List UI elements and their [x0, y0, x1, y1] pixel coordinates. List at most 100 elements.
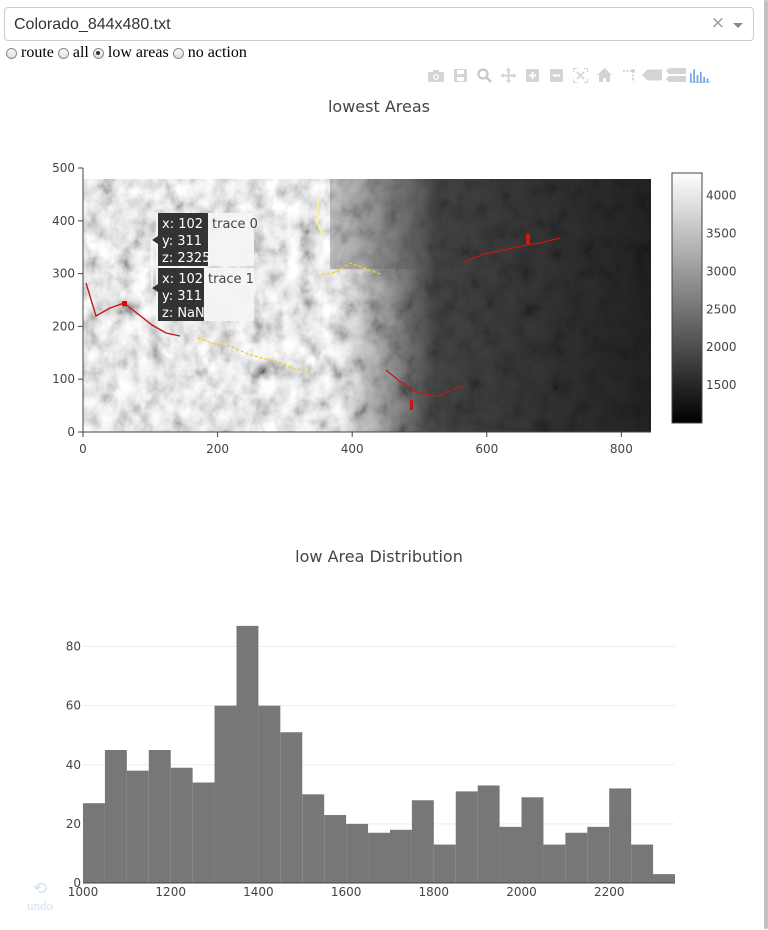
radio-all-circle[interactable]: [57, 47, 69, 59]
heatmap-y-tick-label: 300: [52, 267, 75, 281]
histogram-x-tick-label: 2000: [506, 885, 537, 899]
hover0-x: x: 102: [162, 217, 203, 232]
hover0-trace: trace 0: [212, 217, 258, 232]
clear-icon[interactable]: ×: [710, 13, 725, 33]
low-area-trace-east: [463, 237, 561, 263]
heatmap-plot[interactable]: 0 200 400 600 800 0 100 200 300 400 500 1500 2000 25…: [0, 0, 768, 470]
histogram-bar[interactable]: [389, 829, 412, 883]
histogram-bar[interactable]: [104, 750, 127, 883]
histogram-bar[interactable]: [433, 844, 456, 883]
histogram-x-tick-label: 2200: [594, 885, 625, 899]
histogram-bar[interactable]: [148, 750, 171, 883]
radio-no-action-label: no action: [187, 44, 247, 61]
low-area-trace-spike: [314, 197, 323, 237]
hover-label-trace1: x: 102 y: 311 z: NaN trace 1: [152, 268, 254, 321]
histogram-x-tick-label: 1400: [243, 885, 274, 899]
histogram-bar[interactable]: [609, 788, 632, 883]
radio-route-label: route: [21, 44, 54, 61]
radio-route[interactable]: route: [6, 44, 54, 62]
plotly-logo-icon[interactable]: [690, 66, 710, 84]
histogram-bar[interactable]: [170, 767, 193, 883]
histogram-y-tick-label: 60: [66, 699, 81, 713]
radio-no-action-circle[interactable]: [172, 47, 184, 59]
histogram-bar[interactable]: [192, 782, 215, 883]
histogram-y-tick-label: 0: [73, 876, 81, 890]
pan-icon[interactable]: [498, 66, 518, 84]
histogram-bar[interactable]: [236, 625, 259, 883]
hover1-trace: trace 1: [208, 272, 254, 287]
save-icon[interactable]: [450, 66, 470, 84]
low-area-trace-central: [197, 337, 311, 373]
histogram-plot[interactable]: 0 20 40 60 80 1000 1200 1400 1600 1800 2000 2200: [0, 490, 768, 930]
hover0-y: y: 311: [162, 234, 202, 249]
plot2-title: low Area Distribution: [295, 547, 463, 566]
histogram-x-tick-label: 1600: [331, 885, 362, 899]
chevron-down-icon[interactable]: [733, 23, 743, 28]
hover0-z: z: 2325: [162, 251, 210, 266]
heatmap-y-tick-label: 0: [67, 425, 75, 439]
histogram-bar[interactable]: [653, 874, 675, 883]
low-area-trace-north: [321, 262, 381, 276]
undo-button[interactable]: ⟲ undo: [22, 880, 58, 914]
undo-label: undo: [27, 898, 53, 913]
histogram-bar[interactable]: [587, 826, 610, 883]
colorbar-tick-label: 1500: [706, 378, 737, 392]
radio-low-areas[interactable]: low areas: [92, 44, 169, 62]
histogram-bar[interactable]: [455, 791, 478, 883]
radio-all-label: all: [72, 44, 89, 61]
histogram-bar[interactable]: [83, 803, 105, 883]
histogram-bar[interactable]: [346, 823, 369, 883]
histogram-bar[interactable]: [324, 815, 347, 883]
heatmap-y-tick-label: 200: [52, 319, 75, 333]
heatmap-x-tick-label: 0: [79, 442, 87, 456]
heatmap-x-tick-label: 800: [610, 442, 633, 456]
low-area-trace-west: [85, 282, 181, 337]
histogram-bar[interactable]: [368, 832, 390, 883]
scrollbar-thumb[interactable]: [764, 0, 768, 929]
hover-closest-icon[interactable]: [642, 66, 662, 84]
histogram-bar[interactable]: [126, 770, 149, 883]
autoscale-icon[interactable]: [570, 66, 590, 84]
histogram-bar[interactable]: [280, 732, 303, 883]
camera-icon[interactable]: [426, 66, 446, 84]
histogram-bar[interactable]: [543, 844, 566, 883]
histogram-bar[interactable]: [258, 705, 281, 883]
scrollbar[interactable]: [764, 0, 768, 929]
histogram-bar[interactable]: [411, 800, 434, 883]
heatmap-y-tick-label: 400: [52, 214, 75, 228]
histogram-bar[interactable]: [499, 826, 522, 883]
zoom-in-icon[interactable]: [522, 66, 542, 84]
histogram-bar[interactable]: [302, 794, 325, 883]
hover1-z: z: NaN: [162, 306, 205, 321]
plot1-title: lowest Areas: [327, 97, 430, 116]
histogram-bar[interactable]: [521, 797, 544, 883]
histogram-y-tick-label: 80: [66, 640, 81, 654]
file-select[interactable]: Colorado_844x480.txt ×: [4, 7, 754, 41]
histogram-bar[interactable]: [565, 832, 588, 883]
histogram-y-tick-label: 20: [66, 817, 81, 831]
histogram-bar[interactable]: [631, 844, 654, 883]
radio-no-action[interactable]: no action: [172, 44, 247, 62]
hover1-y: y: 311: [162, 289, 202, 304]
histogram-bar[interactable]: [214, 705, 237, 883]
histogram-bar[interactable]: [477, 785, 500, 883]
colorbar-tick-label: 2000: [706, 340, 737, 354]
modebar: [426, 66, 710, 84]
heatmap-x-tick-label: 200: [206, 442, 229, 456]
hover-marker: [122, 301, 127, 306]
histogram-y-tick-label: 40: [66, 758, 81, 772]
heatmap-x-tick-label: 400: [341, 442, 364, 456]
radio-all[interactable]: all: [57, 44, 89, 62]
zoom-out-icon[interactable]: [546, 66, 566, 84]
radio-low-areas-label: low areas: [107, 44, 169, 61]
toggle-spike-icon[interactable]: [618, 66, 638, 84]
hover1-x: x: 102: [162, 272, 203, 287]
reset-axes-icon[interactable]: [594, 66, 614, 84]
colorbar-tick-label: 3000: [706, 264, 737, 278]
radio-route-circle[interactable]: [6, 47, 17, 59]
colorbar-tick-label: 4000: [706, 189, 737, 203]
zoom-icon[interactable]: [474, 66, 494, 84]
radio-low-areas-circle[interactable]: [92, 47, 104, 59]
mode-radio-group: route all low areas no action: [6, 44, 251, 62]
hover-compare-icon[interactable]: [666, 66, 686, 84]
